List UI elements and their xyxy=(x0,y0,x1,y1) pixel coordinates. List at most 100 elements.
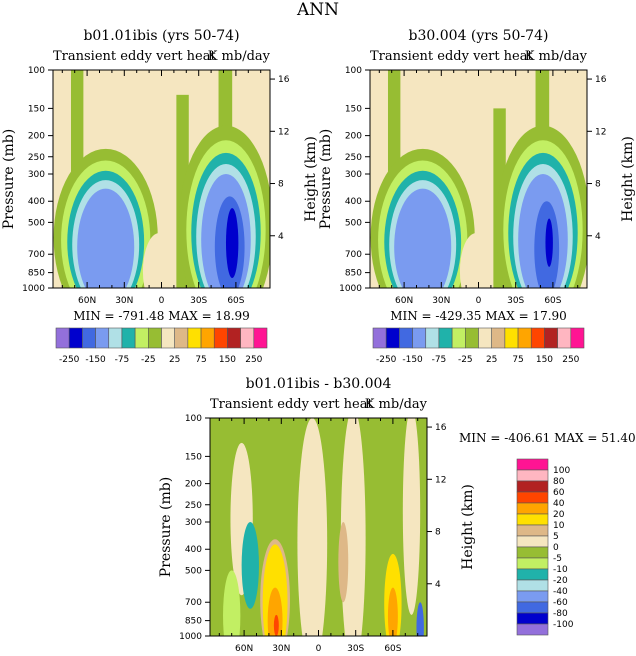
x-tick-label: 30S xyxy=(190,296,207,306)
x-tick-label: 0 xyxy=(316,644,322,654)
contour-region xyxy=(77,188,135,288)
y2-tick-label: 8 xyxy=(435,528,441,538)
figure-title: ANN xyxy=(296,0,339,20)
y-tick-label: 1000 xyxy=(22,284,45,294)
colorbar-label: 5 xyxy=(553,532,559,542)
subtitle-left: Transient eddy vert heat xyxy=(210,397,373,412)
subtitle-left: Transient eddy vert heat xyxy=(53,49,216,64)
panel-2: b30.004 (yrs 50-74) Transient eddy vert h… xyxy=(318,28,636,365)
colorbar-box xyxy=(385,327,400,349)
colorbar-box xyxy=(187,327,202,349)
colorbar-label: -25 xyxy=(458,355,473,365)
colorbar-label: -20 xyxy=(553,576,568,586)
colorbar-label: 250 xyxy=(562,355,579,365)
colorbar-box xyxy=(544,327,558,349)
y-tick-label: 300 xyxy=(28,170,45,180)
y-tick-label: 250 xyxy=(185,501,202,511)
y2-axis-label: Height (km) xyxy=(303,136,319,222)
x-tick-label: 0 xyxy=(159,296,165,306)
y2-tick-label: 4 xyxy=(278,232,284,242)
y-tick-label: 700 xyxy=(28,250,45,260)
colorbar-box xyxy=(121,327,136,349)
contour-region xyxy=(394,188,452,288)
colorbar-box xyxy=(372,327,387,349)
colorbar-box xyxy=(516,557,549,570)
colorbar-box xyxy=(200,327,215,349)
colorbar-label: 80 xyxy=(553,477,565,487)
y2-tick-label: 4 xyxy=(595,232,601,242)
colorbar-box xyxy=(516,458,549,471)
y-tick-label: 150 xyxy=(28,104,45,114)
y2-tick-label: 16 xyxy=(595,75,607,85)
colorbar-box xyxy=(557,327,572,349)
y2-tick-label: 16 xyxy=(435,423,447,433)
y-tick-label: 300 xyxy=(345,170,362,180)
colorbar-box xyxy=(55,327,70,349)
subtitle-right: K mb/day xyxy=(365,397,428,412)
colorbar-box xyxy=(516,623,549,636)
y-tick-label: 400 xyxy=(28,197,45,207)
y-tick-label: 700 xyxy=(345,250,362,260)
y-tick-label: 250 xyxy=(345,153,362,163)
colorbar-label: -150 xyxy=(85,355,106,365)
contour-region xyxy=(223,570,241,636)
colorbar-box xyxy=(517,327,532,349)
colorbar-box xyxy=(516,590,549,603)
colorbar-box xyxy=(161,327,175,349)
colorbar-box xyxy=(491,327,506,349)
contour-region xyxy=(416,602,424,636)
y2-tick-label: 4 xyxy=(435,580,441,590)
colorbar-label: 250 xyxy=(245,355,262,365)
colorbar-label: -150 xyxy=(402,355,423,365)
y-tick-label: 250 xyxy=(28,153,45,163)
panel-title: b01.01ibis - b30.004 xyxy=(246,376,392,392)
x-tick-label: 30S xyxy=(347,644,364,654)
colorbar-box xyxy=(516,524,549,537)
colorbar-box xyxy=(530,327,545,349)
y-tick-label: 500 xyxy=(345,218,362,228)
subtitle-right: K mb/day xyxy=(208,49,271,64)
colorbar-label: 25 xyxy=(169,355,180,365)
colorbar-box xyxy=(465,327,479,349)
y2-tick-label: 16 xyxy=(278,75,290,85)
y-tick-label: 850 xyxy=(185,617,202,627)
colorbar-box xyxy=(516,480,549,493)
y-tick-label: 200 xyxy=(185,480,202,490)
contour-fill xyxy=(53,70,270,288)
colorbar-box xyxy=(412,327,427,349)
colorbar-label: 150 xyxy=(536,355,553,365)
colorbar-box xyxy=(516,469,549,482)
colorbar-box xyxy=(399,327,413,349)
panel-title: b01.01ibis (yrs 50-74) xyxy=(83,28,239,44)
colorbar-box xyxy=(174,327,189,349)
contour-region xyxy=(338,522,349,603)
y-axis-label: Pressure (mb) xyxy=(318,129,334,229)
x-tick-label: 60S xyxy=(227,296,244,306)
y2-tick-label: 12 xyxy=(278,127,289,137)
x-tick-label: 0 xyxy=(476,296,482,306)
contour-region xyxy=(459,233,493,288)
x-tick-label: 60S xyxy=(544,296,561,306)
subtitle-left: Transient eddy vert heat xyxy=(370,49,533,64)
y-tick-label: 500 xyxy=(28,218,45,228)
y-axis-label: Pressure (mb) xyxy=(158,477,174,577)
x-tick-label: 60N xyxy=(395,296,413,306)
contour-fill xyxy=(370,70,587,288)
y-tick-label: 150 xyxy=(345,104,362,114)
contour-region xyxy=(297,418,328,636)
y-tick-label: 850 xyxy=(345,269,362,279)
contour-region xyxy=(225,208,239,279)
min-max-text: MIN = -791.48 MAX = 18.99 xyxy=(73,309,250,323)
colorbar-label: -250 xyxy=(376,355,397,365)
contour-region xyxy=(142,233,176,288)
colorbar-box xyxy=(240,327,255,349)
panel-3: b01.01ibis - b30.004 Transient eddy vert … xyxy=(158,376,636,654)
x-tick-label: 30S xyxy=(507,296,524,306)
y-tick-label: 1000 xyxy=(179,632,202,642)
colorbar-box xyxy=(516,601,549,614)
colorbar-label: 150 xyxy=(219,355,236,365)
colorbar-box xyxy=(570,327,585,349)
colorbar-box xyxy=(438,327,453,349)
y-tick-label: 850 xyxy=(28,269,45,279)
contour-region xyxy=(545,218,553,267)
